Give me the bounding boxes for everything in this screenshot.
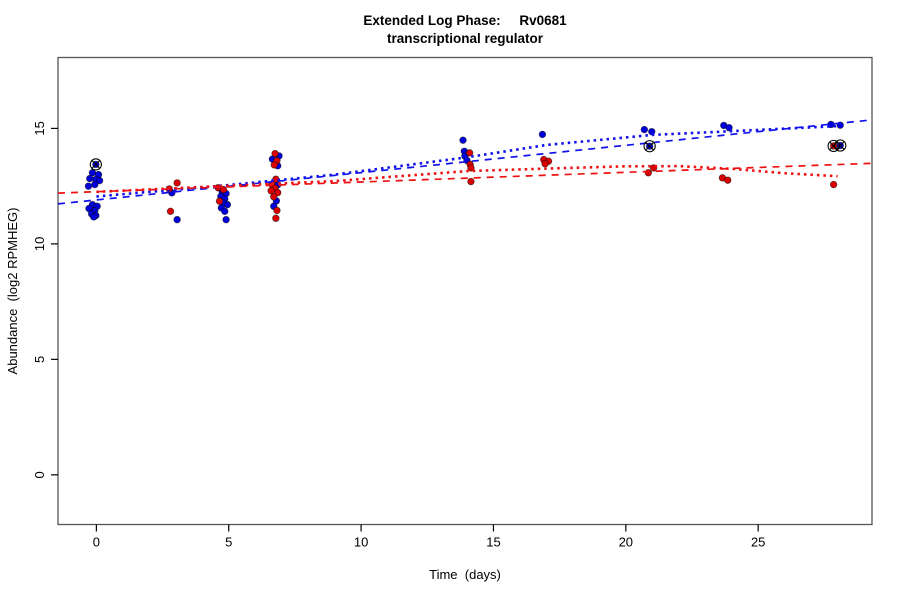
series-red-point (267, 187, 275, 195)
x-axis: 0 5 10 15 20 25 (93, 524, 765, 550)
y-axis-label: Abundance (log2 RPMHEG) (5, 208, 20, 375)
y-tick-label: 5 (32, 356, 47, 363)
series-blue-point (90, 213, 98, 221)
series-blue-point (648, 127, 656, 136)
series-blue-point (84, 182, 93, 190)
chart-title-line1: Extended Log Phase: Rv0681 (363, 13, 567, 28)
x-tick-label: 5 (225, 535, 232, 550)
flagged-point-marker-icon (834, 139, 847, 152)
series-blue-point (173, 215, 181, 224)
y-tick-label: 0 (32, 471, 47, 478)
series-blue-point (86, 174, 94, 183)
series-red-point (724, 176, 732, 184)
y-tick-label: 10 (32, 237, 47, 251)
series-blue-point (95, 176, 104, 185)
series-red-point (270, 161, 278, 169)
x-tick-label: 20 (619, 535, 633, 550)
chart-title-line2: transcriptional regulator (387, 31, 544, 46)
y-tick-label: 15 (32, 121, 47, 135)
flagged-point-marker-icon (89, 158, 102, 171)
flagged-point-markers (89, 139, 847, 171)
series-blue-point (221, 207, 229, 216)
series-blue-point (223, 200, 232, 209)
series-red-point (467, 177, 475, 186)
x-tick-label: 15 (486, 535, 500, 550)
series-blue-point (222, 215, 230, 224)
series-red-point (173, 179, 181, 187)
x-tick-label: 25 (751, 535, 765, 550)
blue-dashed-fit-line (57, 119, 873, 205)
series-red-point (270, 193, 278, 201)
y-axis: 0 5 10 15 (32, 121, 58, 478)
series-blue-point (459, 136, 467, 144)
blue-dotted-fit-line (96, 124, 838, 198)
series-red-point (829, 180, 838, 189)
x-axis-label: Time (days) (429, 567, 501, 582)
series-blue-point (538, 130, 547, 139)
series-red-point (219, 185, 228, 194)
series-red-point (273, 206, 281, 215)
trend-lines (57, 119, 873, 205)
series-red-point (271, 149, 279, 158)
series-red-point (166, 207, 175, 216)
series-red-point (467, 164, 475, 172)
series-blue-point (640, 125, 649, 134)
series-red-point (644, 169, 653, 177)
x-tick-label: 10 (354, 535, 368, 550)
data-points (84, 120, 844, 224)
x-tick-label: 0 (93, 535, 100, 550)
series-red-point (272, 214, 280, 222)
plot-frame (57, 56, 873, 526)
series-blue-point (725, 124, 733, 132)
series-blue-point (91, 180, 99, 189)
series-red-point (541, 160, 549, 168)
red-dashed-fit-line (57, 162, 873, 194)
flagged-point-marker-icon (643, 140, 656, 153)
series-red-point (465, 149, 474, 157)
series-red-point (215, 197, 224, 205)
